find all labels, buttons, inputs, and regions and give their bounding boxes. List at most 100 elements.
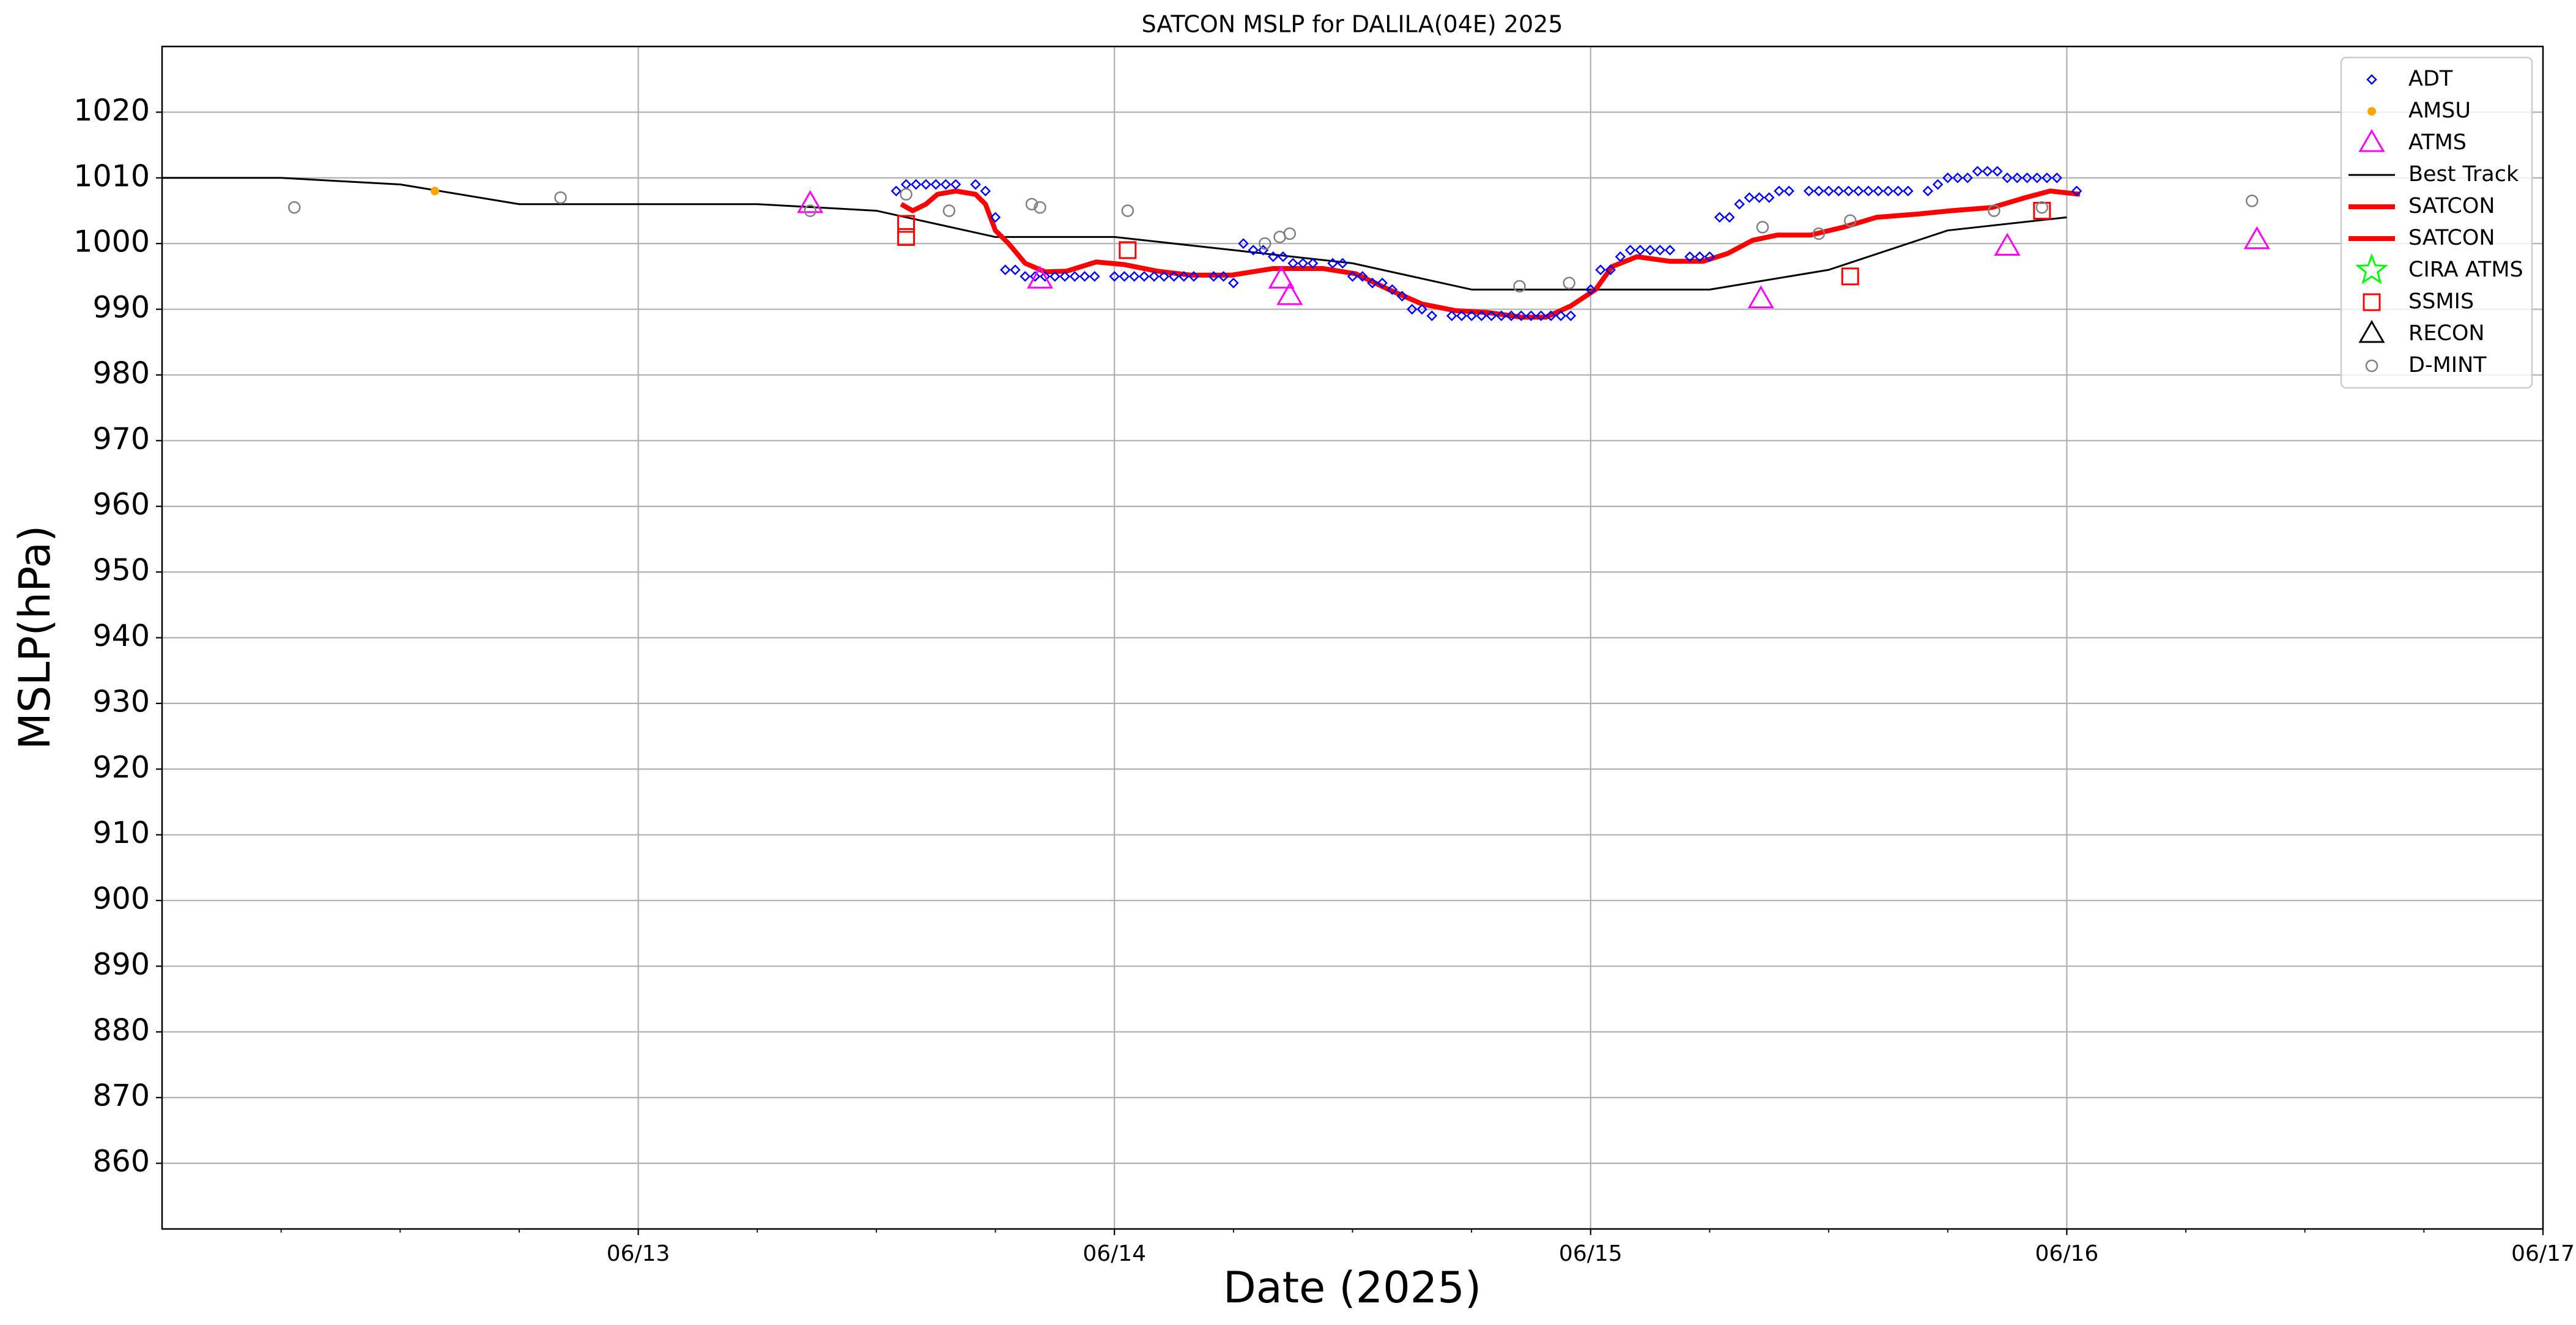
dmint-point [1843, 214, 1857, 227]
dmint-point [1121, 204, 1134, 217]
adt-point [2012, 173, 2023, 184]
adt-point [1297, 258, 1309, 269]
y-tick-label: 870 [92, 1078, 150, 1113]
dmint-point [1988, 204, 2000, 217]
adt-point [1813, 185, 1824, 197]
y-tick-label: 1010 [73, 158, 150, 193]
adt-point [1020, 271, 1031, 282]
x-tick-label: 06/15 [1559, 1241, 1623, 1266]
adt-point [1843, 185, 1854, 197]
adt-point [2051, 173, 2062, 184]
adt-point [1307, 258, 1319, 269]
ssmis-point [897, 215, 916, 233]
legend-label: ADT [2408, 67, 2453, 91]
adt-point [900, 179, 912, 190]
adt-point [1882, 185, 1894, 197]
dmint-point [1563, 277, 1575, 289]
adt-point [1486, 310, 1497, 322]
series-line [162, 177, 2067, 291]
legend-swatch [2358, 319, 2385, 343]
amsu-point [431, 187, 440, 196]
adt-point [1456, 310, 1467, 322]
dmint-point [288, 201, 301, 214]
legend-label: RECON [2408, 321, 2485, 346]
adt-point [1922, 185, 1934, 197]
legend-swatch [2358, 128, 2385, 152]
adt-point [1516, 310, 1527, 322]
triangle-point [1994, 232, 2021, 256]
adt-point [1635, 245, 1646, 256]
dmint-point [2245, 195, 2259, 207]
legend-swatch [2365, 359, 2378, 373]
adt-point [1119, 271, 1130, 282]
triangle-point [797, 190, 824, 213]
adt-point [1942, 173, 1953, 184]
y-tick-label: 980 [92, 355, 150, 390]
y-tick-label: 880 [92, 1012, 150, 1047]
adt-point [1823, 185, 1834, 197]
dmint-point [1513, 280, 1526, 293]
adt-point [1010, 264, 1021, 275]
adt-point [1327, 258, 1338, 269]
y-tick-label: 970 [92, 421, 150, 456]
adt-point [1446, 310, 1457, 322]
adt-point [1337, 258, 1349, 269]
adt-point [1952, 173, 1963, 184]
x-tick-label: 06/14 [1083, 1241, 1146, 1266]
adt-point [1228, 277, 1239, 289]
adt-point [1029, 271, 1041, 282]
adt-point [1426, 310, 1438, 322]
ssmis-point [1119, 241, 1137, 259]
triangle-point [1026, 265, 1054, 289]
legend-label: Best Track [2408, 162, 2519, 187]
legend: ADT AMSU ATMS Best Track SATCON SATCON CIRA AT… [2340, 56, 2533, 389]
adt-point [1972, 166, 1983, 177]
adt-point [2071, 185, 2082, 197]
adt-point [950, 179, 961, 190]
dmint-point [804, 204, 817, 217]
adt-point [1783, 185, 1794, 197]
adt-point [1496, 310, 1507, 322]
legend-label: SSMIS [2408, 289, 2474, 314]
dmint-point [1283, 227, 1297, 240]
adt-point [1278, 251, 1289, 262]
adt-point [1654, 245, 1666, 256]
dmint-point [554, 191, 567, 204]
adt-point [1367, 277, 1378, 289]
adt-point [1466, 310, 1477, 322]
chart-title: SATCON MSLP for DALILA(04E) 2025 [1141, 11, 1563, 38]
adt-point [1545, 310, 1556, 322]
adt-point [920, 179, 931, 190]
adt-point [1347, 271, 1358, 282]
adt-point [1089, 271, 1100, 282]
adt-point [1714, 212, 1725, 223]
adt-point [1852, 185, 1864, 197]
adt-point [1605, 264, 1616, 275]
triangle-point [1276, 282, 1303, 305]
adt-point [1585, 284, 1596, 295]
legend-box [2340, 56, 2533, 389]
adt-point [1267, 251, 1279, 262]
legend-label: ATMS [2408, 130, 2467, 155]
legend-label: CIRA ATMS [2408, 258, 2523, 282]
adt-point [1555, 310, 1566, 322]
ssmis-point [897, 228, 916, 246]
adt-point [1218, 271, 1229, 282]
adt-point [1535, 310, 1547, 322]
adt-point [1753, 192, 1765, 203]
adt-point [1248, 245, 1259, 256]
adt-point [1595, 264, 1606, 275]
x-axis-label: Date (2025) [1223, 1263, 1481, 1313]
adt-point [1139, 271, 1150, 282]
adt-point [2031, 173, 2043, 184]
triangle-point [1747, 285, 1774, 308]
adt-point [1873, 185, 1884, 197]
adt-point [980, 185, 991, 197]
y-tick-label: 1000 [73, 225, 150, 259]
y-tick-label: 900 [92, 881, 150, 916]
dmint-point [1756, 221, 1769, 234]
adt-point [1734, 198, 1745, 210]
x-tick-label: 06/13 [607, 1241, 670, 1266]
y-tick-label: 910 [92, 815, 150, 850]
